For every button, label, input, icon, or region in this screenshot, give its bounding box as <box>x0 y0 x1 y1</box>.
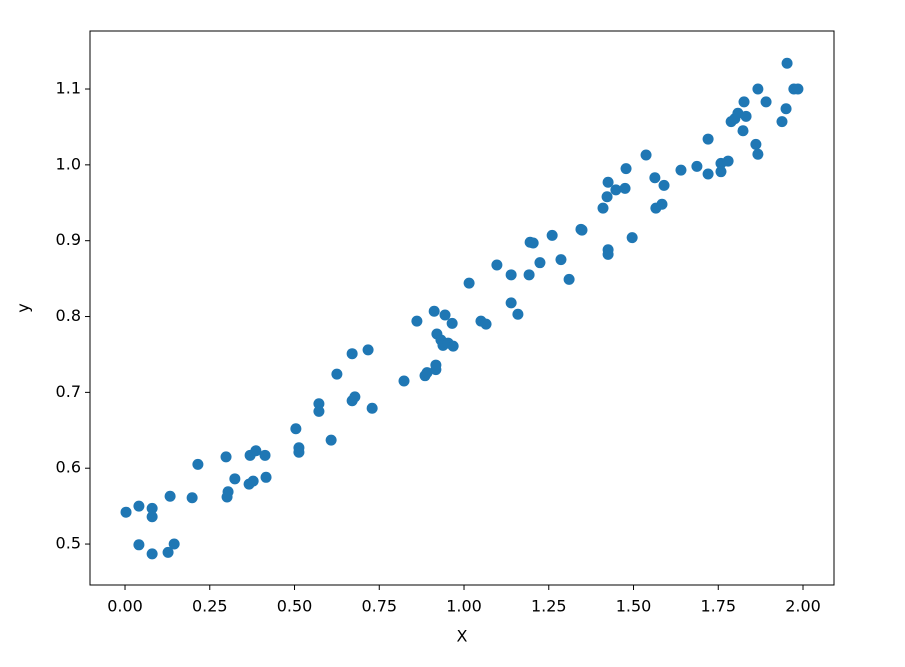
y-axis-label: y <box>14 303 33 312</box>
point <box>534 257 546 269</box>
point <box>186 492 198 504</box>
point <box>446 317 458 329</box>
x-tick-label: 1.00 <box>446 597 482 616</box>
y-tick-label: 0.5 <box>56 534 81 553</box>
point <box>120 506 132 518</box>
point <box>640 149 652 161</box>
point <box>792 83 804 95</box>
point <box>610 184 622 196</box>
point <box>555 254 567 266</box>
point <box>164 490 176 502</box>
point <box>430 359 442 371</box>
y-tick-label: 0.9 <box>56 230 81 249</box>
point <box>752 83 764 95</box>
point <box>192 458 204 470</box>
point <box>325 434 337 446</box>
point <box>602 248 614 260</box>
point <box>738 96 750 108</box>
plot-frame <box>89 30 835 586</box>
point <box>247 475 259 487</box>
point <box>480 318 492 330</box>
point <box>656 198 668 210</box>
point <box>162 546 174 558</box>
y-tick-label: 0.6 <box>56 458 81 477</box>
point <box>259 449 271 461</box>
point <box>620 163 632 175</box>
point <box>260 471 272 483</box>
point <box>505 269 517 281</box>
point <box>146 502 158 514</box>
point <box>702 133 714 145</box>
y-tick-label: 1.0 <box>56 154 81 173</box>
x-tick-label: 0.25 <box>192 597 228 616</box>
point <box>523 269 535 281</box>
point <box>133 500 145 512</box>
y-tick-label: 0.7 <box>56 382 81 401</box>
point <box>421 367 433 379</box>
x-tick-label: 1.25 <box>531 597 567 616</box>
point <box>715 166 727 178</box>
point <box>250 445 262 457</box>
point <box>362 344 374 356</box>
point <box>527 237 539 249</box>
point <box>146 548 158 560</box>
point <box>133 539 145 551</box>
point <box>675 164 687 176</box>
point <box>750 138 762 150</box>
point <box>512 308 524 320</box>
point <box>313 398 325 410</box>
x-tick-label: 0.75 <box>361 597 397 616</box>
point <box>781 57 793 69</box>
point <box>619 182 631 194</box>
point <box>563 273 575 285</box>
point <box>658 179 670 191</box>
point <box>168 538 180 550</box>
x-tick-label: 0.00 <box>107 597 143 616</box>
point <box>146 511 158 523</box>
x-tick-label: 1.75 <box>700 597 736 616</box>
x-tick-label: 0.50 <box>277 597 313 616</box>
point <box>702 168 714 180</box>
point <box>491 259 503 271</box>
point <box>220 451 232 463</box>
point <box>505 297 517 309</box>
point <box>346 348 358 360</box>
x-tick-label: 2.00 <box>785 597 821 616</box>
point <box>576 224 588 236</box>
point <box>740 110 752 122</box>
point <box>691 160 703 172</box>
point <box>760 96 772 108</box>
point <box>428 305 440 317</box>
point <box>221 491 233 503</box>
point <box>366 402 378 414</box>
point <box>546 229 558 241</box>
point <box>331 368 343 380</box>
point <box>447 340 459 352</box>
point <box>313 405 325 417</box>
point <box>349 391 361 403</box>
y-tick-label: 1.1 <box>56 79 81 98</box>
point <box>602 176 614 188</box>
point <box>722 155 734 167</box>
point <box>293 446 305 458</box>
point <box>737 125 749 137</box>
point <box>626 232 638 244</box>
point <box>290 423 302 435</box>
point <box>776 116 788 128</box>
x-axis-label: X <box>457 627 468 646</box>
point <box>601 191 613 203</box>
point <box>411 315 423 327</box>
point <box>439 309 451 321</box>
x-tick-label: 1.50 <box>616 597 652 616</box>
point <box>463 277 475 289</box>
point <box>597 202 609 214</box>
point <box>398 375 410 387</box>
point <box>780 103 792 115</box>
point <box>649 172 661 184</box>
point <box>229 473 241 485</box>
y-tick-label: 0.8 <box>56 306 81 325</box>
point <box>752 148 764 160</box>
